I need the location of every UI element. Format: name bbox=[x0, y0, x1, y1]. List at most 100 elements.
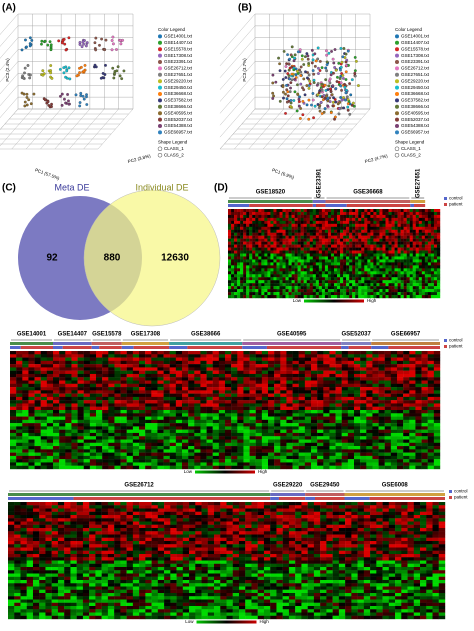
heat-cell bbox=[237, 274, 240, 277]
heat-cell bbox=[364, 286, 367, 289]
heat-cell bbox=[292, 292, 295, 295]
heat-cell bbox=[349, 236, 352, 239]
heat-cell bbox=[22, 410, 28, 413]
heat-cell bbox=[102, 449, 108, 452]
heat-cell bbox=[391, 394, 397, 397]
heat-cell bbox=[358, 289, 361, 292]
heat-cell bbox=[391, 423, 397, 426]
heat-cell bbox=[385, 245, 388, 248]
heat-cell bbox=[78, 374, 84, 377]
heat-cell bbox=[360, 358, 366, 361]
heat-cell bbox=[409, 387, 415, 390]
heat-cell bbox=[370, 271, 373, 274]
heat-cell bbox=[413, 215, 416, 218]
heat-cell bbox=[276, 224, 279, 227]
heat-cell bbox=[398, 265, 401, 268]
heat-cell bbox=[434, 397, 440, 400]
point bbox=[27, 64, 30, 67]
heat-cell bbox=[228, 209, 231, 212]
axis-label: PC3 (2.4%) bbox=[5, 58, 10, 82]
heat-cell bbox=[194, 426, 200, 429]
heat-cell bbox=[102, 358, 108, 361]
heat-cell bbox=[249, 262, 252, 265]
heat-cell bbox=[415, 407, 421, 410]
heat-cell bbox=[298, 259, 301, 262]
legend-entry: GSE40595.txt bbox=[401, 110, 430, 115]
heat-cell bbox=[366, 354, 372, 357]
heat-cell bbox=[164, 407, 170, 410]
heat-cell bbox=[262, 417, 268, 420]
heat-cell bbox=[361, 233, 364, 236]
heat-cell bbox=[41, 394, 47, 397]
heat-cell bbox=[295, 292, 298, 295]
heat-cell bbox=[401, 233, 404, 236]
heat-cell bbox=[301, 245, 304, 248]
point bbox=[349, 94, 352, 97]
heat-cell bbox=[389, 268, 392, 271]
heat-cell bbox=[437, 289, 440, 292]
heat-cell bbox=[385, 218, 388, 221]
heat-cell bbox=[273, 289, 276, 292]
heat-cell bbox=[243, 221, 246, 224]
heat-cell bbox=[355, 289, 358, 292]
heat-cell bbox=[276, 218, 279, 221]
heat-cell bbox=[428, 268, 431, 271]
heat-cell bbox=[409, 351, 415, 354]
heat-cell bbox=[249, 212, 252, 215]
heat-cell bbox=[270, 215, 273, 218]
point bbox=[308, 84, 311, 87]
heat-cell bbox=[389, 254, 392, 257]
heat-cell bbox=[59, 377, 65, 380]
heat-cell bbox=[355, 245, 358, 248]
heat-cell bbox=[301, 254, 304, 257]
heat-cell bbox=[379, 371, 385, 374]
heat-cell bbox=[164, 443, 170, 446]
heat-cell bbox=[316, 212, 319, 215]
heat-cell bbox=[121, 436, 127, 439]
heat-cell bbox=[231, 212, 234, 215]
heat-cell bbox=[364, 277, 367, 280]
heat-cell bbox=[410, 289, 413, 292]
point bbox=[311, 62, 314, 65]
heat-cell bbox=[342, 374, 348, 377]
heat-cell bbox=[419, 239, 422, 242]
heat-cell bbox=[292, 254, 295, 257]
heat-cell bbox=[364, 233, 367, 236]
heat-cell bbox=[41, 413, 47, 416]
heat-cell bbox=[299, 394, 305, 397]
heat-cell bbox=[415, 440, 421, 443]
heat-cell bbox=[410, 239, 413, 242]
heat-cell bbox=[65, 413, 71, 416]
point bbox=[330, 90, 333, 93]
heat-cell bbox=[292, 218, 295, 221]
heat-cell bbox=[352, 271, 355, 274]
point bbox=[285, 62, 288, 65]
heat-cell bbox=[391, 403, 397, 406]
heat-cell bbox=[121, 440, 127, 443]
heat-cell bbox=[225, 430, 231, 433]
legend-swatch bbox=[444, 197, 447, 200]
heat-cell bbox=[428, 397, 434, 400]
heat-cell bbox=[22, 433, 28, 436]
heat-cell bbox=[237, 230, 240, 233]
heat-cell bbox=[293, 407, 299, 410]
heat-cell bbox=[237, 410, 243, 413]
heat-cell bbox=[47, 384, 53, 387]
point bbox=[331, 84, 334, 87]
heat-cell bbox=[413, 224, 416, 227]
heat-cell bbox=[354, 407, 360, 410]
heat-cell bbox=[283, 221, 286, 224]
heat-cell bbox=[53, 364, 59, 367]
heat-cell bbox=[336, 394, 342, 397]
heat-cell bbox=[348, 390, 354, 393]
heat-cell bbox=[431, 277, 434, 280]
heat-cell bbox=[398, 295, 401, 298]
heat-cell bbox=[133, 436, 139, 439]
heat-cell bbox=[35, 394, 41, 397]
heat-cell bbox=[431, 230, 434, 233]
heat-cell bbox=[10, 430, 16, 433]
heat-cell bbox=[243, 262, 246, 265]
heat-cell bbox=[298, 209, 301, 212]
heat-cell bbox=[10, 400, 16, 403]
heat-cell bbox=[59, 426, 65, 429]
